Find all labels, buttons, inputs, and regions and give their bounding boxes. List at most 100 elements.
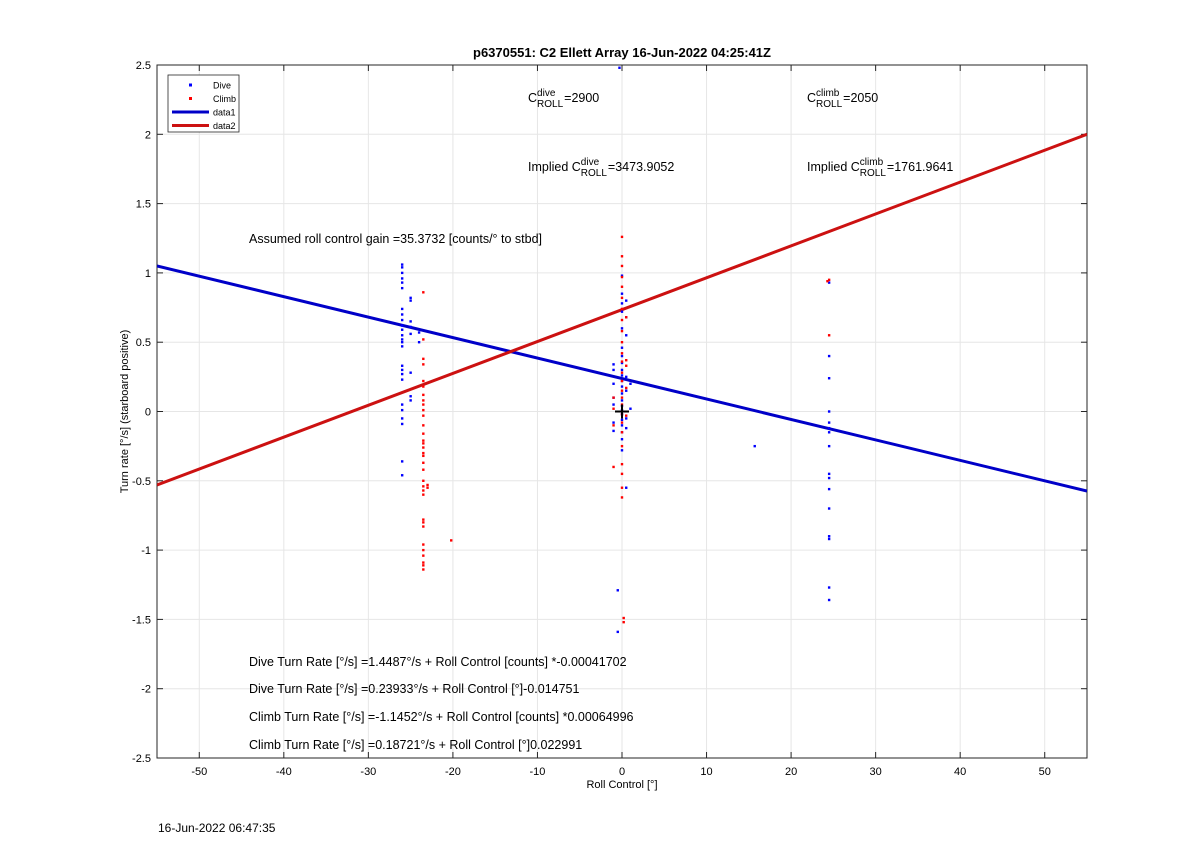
data-point-dive bbox=[400, 378, 404, 381]
data-point-dive bbox=[417, 341, 421, 344]
data-point-dive bbox=[409, 299, 412, 302]
data-point-dive bbox=[612, 363, 615, 366]
data-point-dive bbox=[625, 426, 628, 430]
data-point-climb bbox=[620, 264, 624, 268]
data-point-dive bbox=[400, 281, 404, 284]
data-point-dive bbox=[625, 299, 628, 302]
x-tick-label: 10 bbox=[700, 766, 712, 778]
data-point-dive bbox=[620, 449, 624, 452]
data-point-dive bbox=[400, 271, 404, 275]
data-point-climb bbox=[422, 357, 425, 361]
annotation-roll-gain: Assumed roll control gain =35.3732 [coun… bbox=[249, 232, 542, 246]
data-point-climb bbox=[620, 486, 624, 489]
data-point-climb bbox=[612, 424, 615, 427]
data-point-climb bbox=[612, 407, 615, 410]
data-point-dive bbox=[409, 296, 412, 300]
data-point-climb bbox=[422, 568, 425, 571]
data-point-dive bbox=[400, 417, 404, 420]
data-point-dive bbox=[620, 346, 624, 349]
x-tick-label: -30 bbox=[360, 766, 376, 778]
data-point-climb bbox=[620, 462, 624, 466]
data-point-dive bbox=[620, 368, 624, 372]
annotation-c-roll-dive-text: Cdive =2900 bbox=[528, 88, 599, 105]
annotation-climb-eq-degrees: Climb Turn Rate [°/s] =0.18721°/s + Roll… bbox=[249, 738, 582, 752]
data-point-dive bbox=[827, 472, 831, 476]
data-point-dive bbox=[616, 630, 619, 634]
legend-box bbox=[167, 74, 240, 133]
data-point-climb bbox=[620, 255, 624, 258]
data-point-climb bbox=[422, 479, 425, 482]
data-point-dive bbox=[400, 307, 404, 311]
data-point-climb bbox=[620, 329, 624, 333]
data-point-climb bbox=[620, 341, 624, 344]
x-tick-label: -50 bbox=[191, 766, 207, 778]
data-point-climb bbox=[620, 379, 624, 383]
data-point-dive bbox=[620, 292, 624, 295]
y-tick-label: 2.5 bbox=[136, 60, 151, 72]
x-tick-label: -10 bbox=[530, 766, 546, 778]
x-axis-label: Roll Control [°] bbox=[586, 779, 657, 791]
data-point-dive bbox=[400, 263, 404, 266]
data-point-climb bbox=[426, 483, 429, 487]
data-point-climb bbox=[422, 291, 425, 294]
data-point-climb bbox=[422, 408, 425, 412]
y-tick-label: 2 bbox=[145, 129, 151, 141]
data-point-climb bbox=[620, 396, 624, 399]
annotation-implied-climb-text: Implied Cclimb =1761.9641 bbox=[807, 157, 953, 174]
data-point-climb bbox=[422, 446, 425, 449]
data-point-dive bbox=[612, 421, 615, 424]
data-point-climb bbox=[450, 539, 453, 542]
data-point-dive bbox=[827, 281, 831, 284]
data-point-climb bbox=[625, 364, 628, 367]
data-point-dive bbox=[400, 372, 404, 376]
chart-title: p6370551: C2 Ellett Array 16-Jun-2022 04… bbox=[473, 45, 771, 60]
data-point-climb bbox=[620, 275, 624, 279]
series-line-data1 bbox=[157, 264, 1087, 493]
data-point-climb bbox=[827, 278, 831, 282]
data-point-climb bbox=[612, 396, 615, 399]
data-point-climb bbox=[625, 316, 628, 319]
data-point-dive bbox=[620, 392, 624, 395]
data-point-climb bbox=[422, 393, 425, 397]
data-point-climb bbox=[620, 431, 624, 434]
data-point-climb bbox=[612, 465, 615, 469]
data-point-dive bbox=[400, 266, 404, 269]
data-point-dive bbox=[400, 324, 404, 327]
data-point-dive bbox=[620, 354, 624, 358]
data-point-dive bbox=[409, 325, 412, 329]
legend-label-dive: Dive bbox=[213, 81, 231, 91]
data-point-climb bbox=[620, 235, 624, 239]
data-point-dive bbox=[625, 334, 628, 337]
data-point-dive bbox=[620, 385, 624, 388]
data-point-climb bbox=[422, 518, 425, 521]
data-point-dive bbox=[612, 382, 615, 385]
data-point-dive bbox=[400, 341, 404, 344]
data-point-dive bbox=[827, 598, 831, 602]
data-point-dive bbox=[400, 345, 404, 348]
y-axis-label: Turn rate [°/s] (starboard positive) bbox=[119, 330, 131, 494]
data-point-climb bbox=[620, 352, 624, 355]
data-point-climb bbox=[620, 296, 624, 300]
data-point-climb bbox=[422, 432, 425, 435]
data-point-climb bbox=[620, 318, 624, 322]
data-point-dive bbox=[400, 408, 404, 412]
series-dive bbox=[400, 66, 831, 634]
data-point-climb bbox=[620, 371, 624, 374]
data-point-climb bbox=[422, 485, 425, 488]
annotation-implied-dive-text: Implied Cdive =3473.9052 bbox=[528, 157, 674, 174]
data-point-dive bbox=[827, 377, 831, 380]
data-point-dive bbox=[620, 274, 624, 277]
data-point-dive bbox=[400, 313, 404, 316]
data-point-dive bbox=[612, 403, 615, 406]
data-point-climb bbox=[422, 525, 425, 528]
data-point-climb bbox=[422, 564, 425, 567]
data-point-climb bbox=[422, 403, 425, 406]
data-point-dive bbox=[625, 389, 628, 392]
legend: Dive Climb data1 data2 bbox=[167, 74, 240, 133]
data-point-dive bbox=[620, 302, 624, 305]
data-point-dive bbox=[400, 338, 404, 341]
y-tick-label: -1 bbox=[141, 545, 151, 557]
